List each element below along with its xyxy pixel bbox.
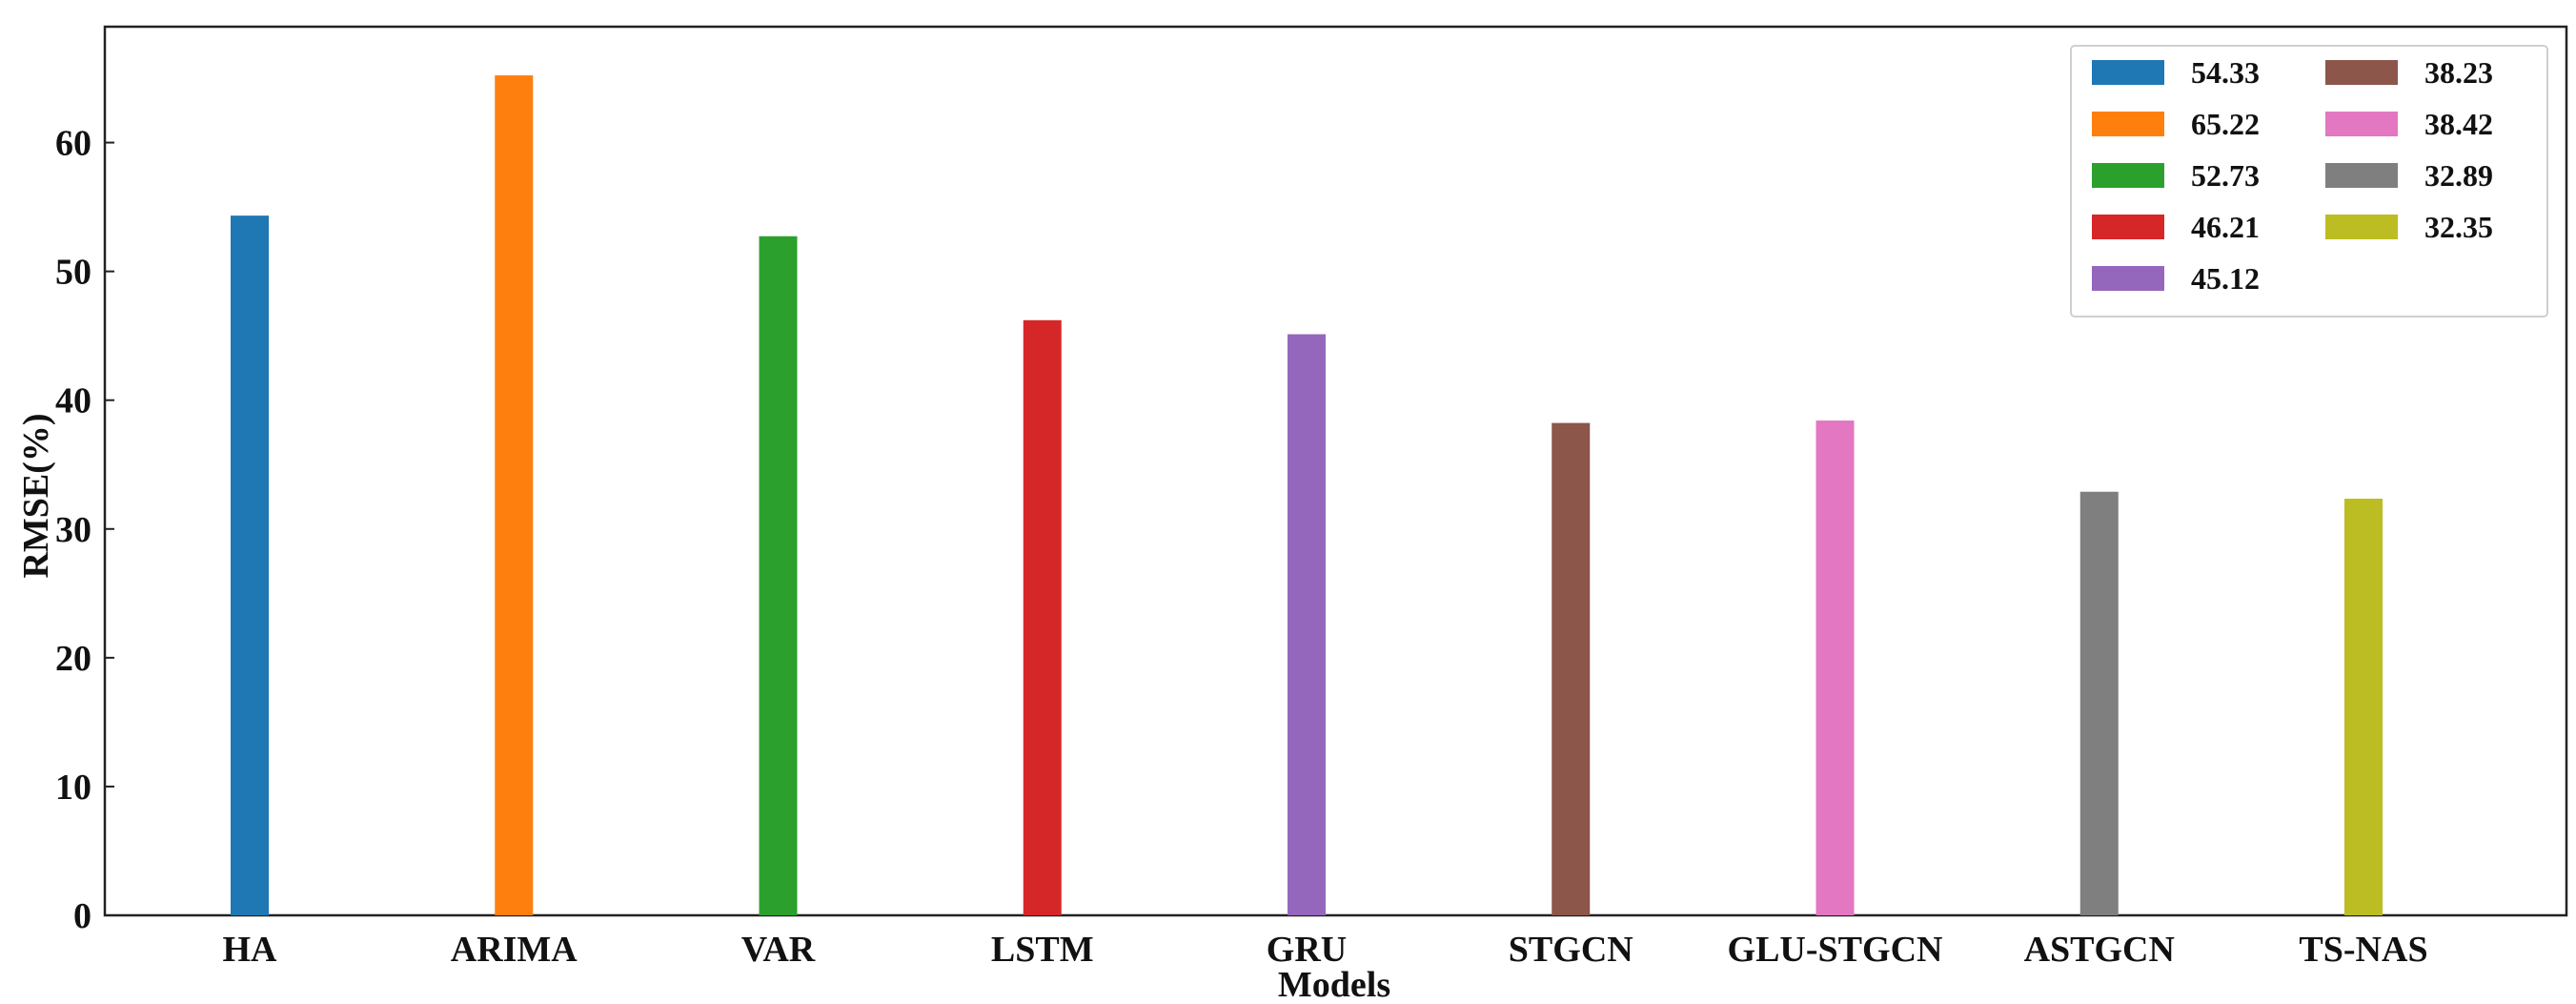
legend-label: 32.89 [2424, 158, 2493, 193]
x-tick-label: HA [223, 930, 278, 970]
bar-ha [231, 215, 269, 915]
legend-label: 45.12 [2191, 261, 2260, 296]
bar-gru [1288, 334, 1326, 915]
x-tick-label: ARIMA [451, 930, 578, 970]
bar-astgcn [2079, 491, 2119, 915]
y-tick-label: 40 [55, 381, 91, 421]
legend-swatch [2092, 163, 2164, 188]
x-axis: HA ARIMA VAR LSTM GRU STGCN GLU-STGCN ASTGCN TS-… [223, 906, 2428, 970]
x-tick-label: GRU [1267, 930, 1347, 970]
bar-glu-stgcn [1815, 420, 1855, 915]
legend-label: 46.21 [2191, 210, 2260, 244]
legend-swatch [2092, 266, 2164, 291]
bar-lstm [1023, 319, 1062, 915]
legend-label: 52.73 [2191, 158, 2260, 193]
legend-label: 38.23 [2424, 55, 2493, 90]
x-tick-label: LSTM [991, 930, 1094, 970]
y-tick-label: 30 [55, 510, 91, 550]
y-axis-label: RMSE(%) [16, 413, 56, 578]
y-tick-label: 20 [55, 639, 91, 679]
y-tick-label: 10 [55, 768, 91, 808]
legend: 54.33 65.22 52.73 46.21 45.12 38.23 38.42 32.89… [2070, 45, 2548, 318]
bar-stgcn [1552, 422, 1591, 915]
y-tick-label: 50 [55, 253, 91, 293]
bar-var [759, 236, 798, 916]
legend-label: 32.35 [2424, 210, 2493, 244]
legend-label: 38.42 [2424, 107, 2493, 141]
bar-arima [495, 75, 534, 916]
legend-label: 54.33 [2191, 55, 2260, 90]
x-tick-label: ASTGCN [2024, 930, 2175, 970]
legend-swatch [2092, 60, 2164, 85]
y-tick-label: 0 [73, 896, 91, 936]
plot-frame [103, 25, 2568, 917]
x-axis-label: Models [1278, 965, 1390, 1004]
x-tick-label: GLU-STGCN [1728, 930, 1943, 970]
legend-swatch [2325, 112, 2398, 136]
legend-swatch [2325, 60, 2398, 85]
legend-swatch [2325, 163, 2398, 188]
x-tick-label: STGCN [1509, 930, 1633, 970]
x-tick-label: TS-NAS [2299, 930, 2427, 970]
legend-label: 65.22 [2191, 107, 2260, 141]
legend-swatch [2092, 215, 2164, 239]
y-tick-label: 60 [55, 124, 91, 164]
x-tick-label: VAR [741, 930, 816, 970]
legend-swatch [2325, 215, 2398, 239]
legend-swatch [2092, 112, 2164, 136]
legend-frame [2070, 45, 2548, 318]
y-axis: 0 10 20 30 40 50 60 [55, 124, 114, 936]
bar-ts-nas [2344, 499, 2383, 915]
bars-group [231, 75, 2383, 916]
